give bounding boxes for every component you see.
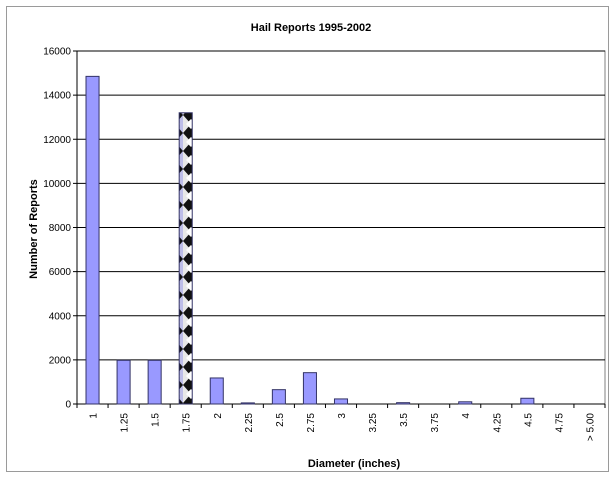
x-tick-label: 1 (89, 413, 100, 419)
bar-3-5 (396, 402, 411, 405)
bar-1-5 (147, 359, 162, 405)
x-tick-label: 4.25 (492, 413, 503, 433)
y-tick-label: 8000 (49, 223, 72, 234)
bars (85, 75, 535, 405)
x-tick-label: 3.75 (430, 413, 441, 433)
bar-4-5 (520, 397, 535, 405)
y-axis-title: Number of Reports (28, 179, 40, 279)
x-tick-label: 1.75 (182, 413, 193, 433)
x-tick-label: 3.25 (368, 413, 379, 433)
y-tick-label: 4000 (49, 311, 72, 322)
bar-3 (333, 398, 349, 405)
chart-frame: Hail Reports 1995-2002 0 2000 4000 6000 8000… (6, 6, 609, 472)
bar-2-75 (302, 372, 317, 405)
y-tick-label: 0 (65, 400, 71, 411)
x-axis-ticks: 1 1.25 1.5 1.75 2 2.25 2.5 2.75 3 3.25 3.5 3.75 4 4.2… (76, 404, 606, 442)
x-tick-label: 4 (461, 413, 472, 419)
x-tick-label: 3.5 (399, 413, 410, 427)
x-tick-label: > 5.00 (585, 413, 596, 442)
y-tick-label: 14000 (43, 91, 71, 102)
bar-2 (209, 377, 224, 405)
y-tick-label: 2000 (49, 355, 72, 366)
plot-area (76, 50, 606, 405)
x-tick-label: 2.75 (306, 413, 317, 433)
hail-reports-chart: Hail Reports 1995-2002 0 2000 4000 6000 8000… (28, 22, 606, 470)
x-axis-title: Diameter (inches) (308, 458, 401, 470)
x-tick-label: 3 (337, 413, 348, 419)
bar-2-5 (271, 389, 286, 405)
bar-4 (458, 401, 473, 405)
bar-2-25 (240, 402, 255, 405)
y-tick-label: 6000 (49, 267, 72, 278)
x-tick-label: 2.5 (275, 413, 286, 427)
chart-title: Hail Reports 1995-2002 (251, 22, 371, 34)
x-tick-label: 2 (213, 413, 224, 419)
y-tick-label: 16000 (43, 47, 71, 58)
y-tick-label: 12000 (43, 135, 71, 146)
bar-1-75 (178, 112, 193, 405)
y-axis-ticks: 0 2000 4000 6000 8000 10000 12000 14000 16000 (43, 47, 77, 411)
x-tick-label: 1.25 (120, 413, 131, 433)
bar-1 (85, 75, 100, 405)
bar-1-25 (116, 359, 131, 405)
x-tick-label: 4.5 (523, 413, 534, 427)
x-tick-label: 1.5 (151, 413, 162, 427)
x-tick-label: 2.25 (244, 413, 255, 433)
y-tick-label: 10000 (43, 179, 71, 190)
x-tick-label: 4.75 (554, 413, 565, 433)
